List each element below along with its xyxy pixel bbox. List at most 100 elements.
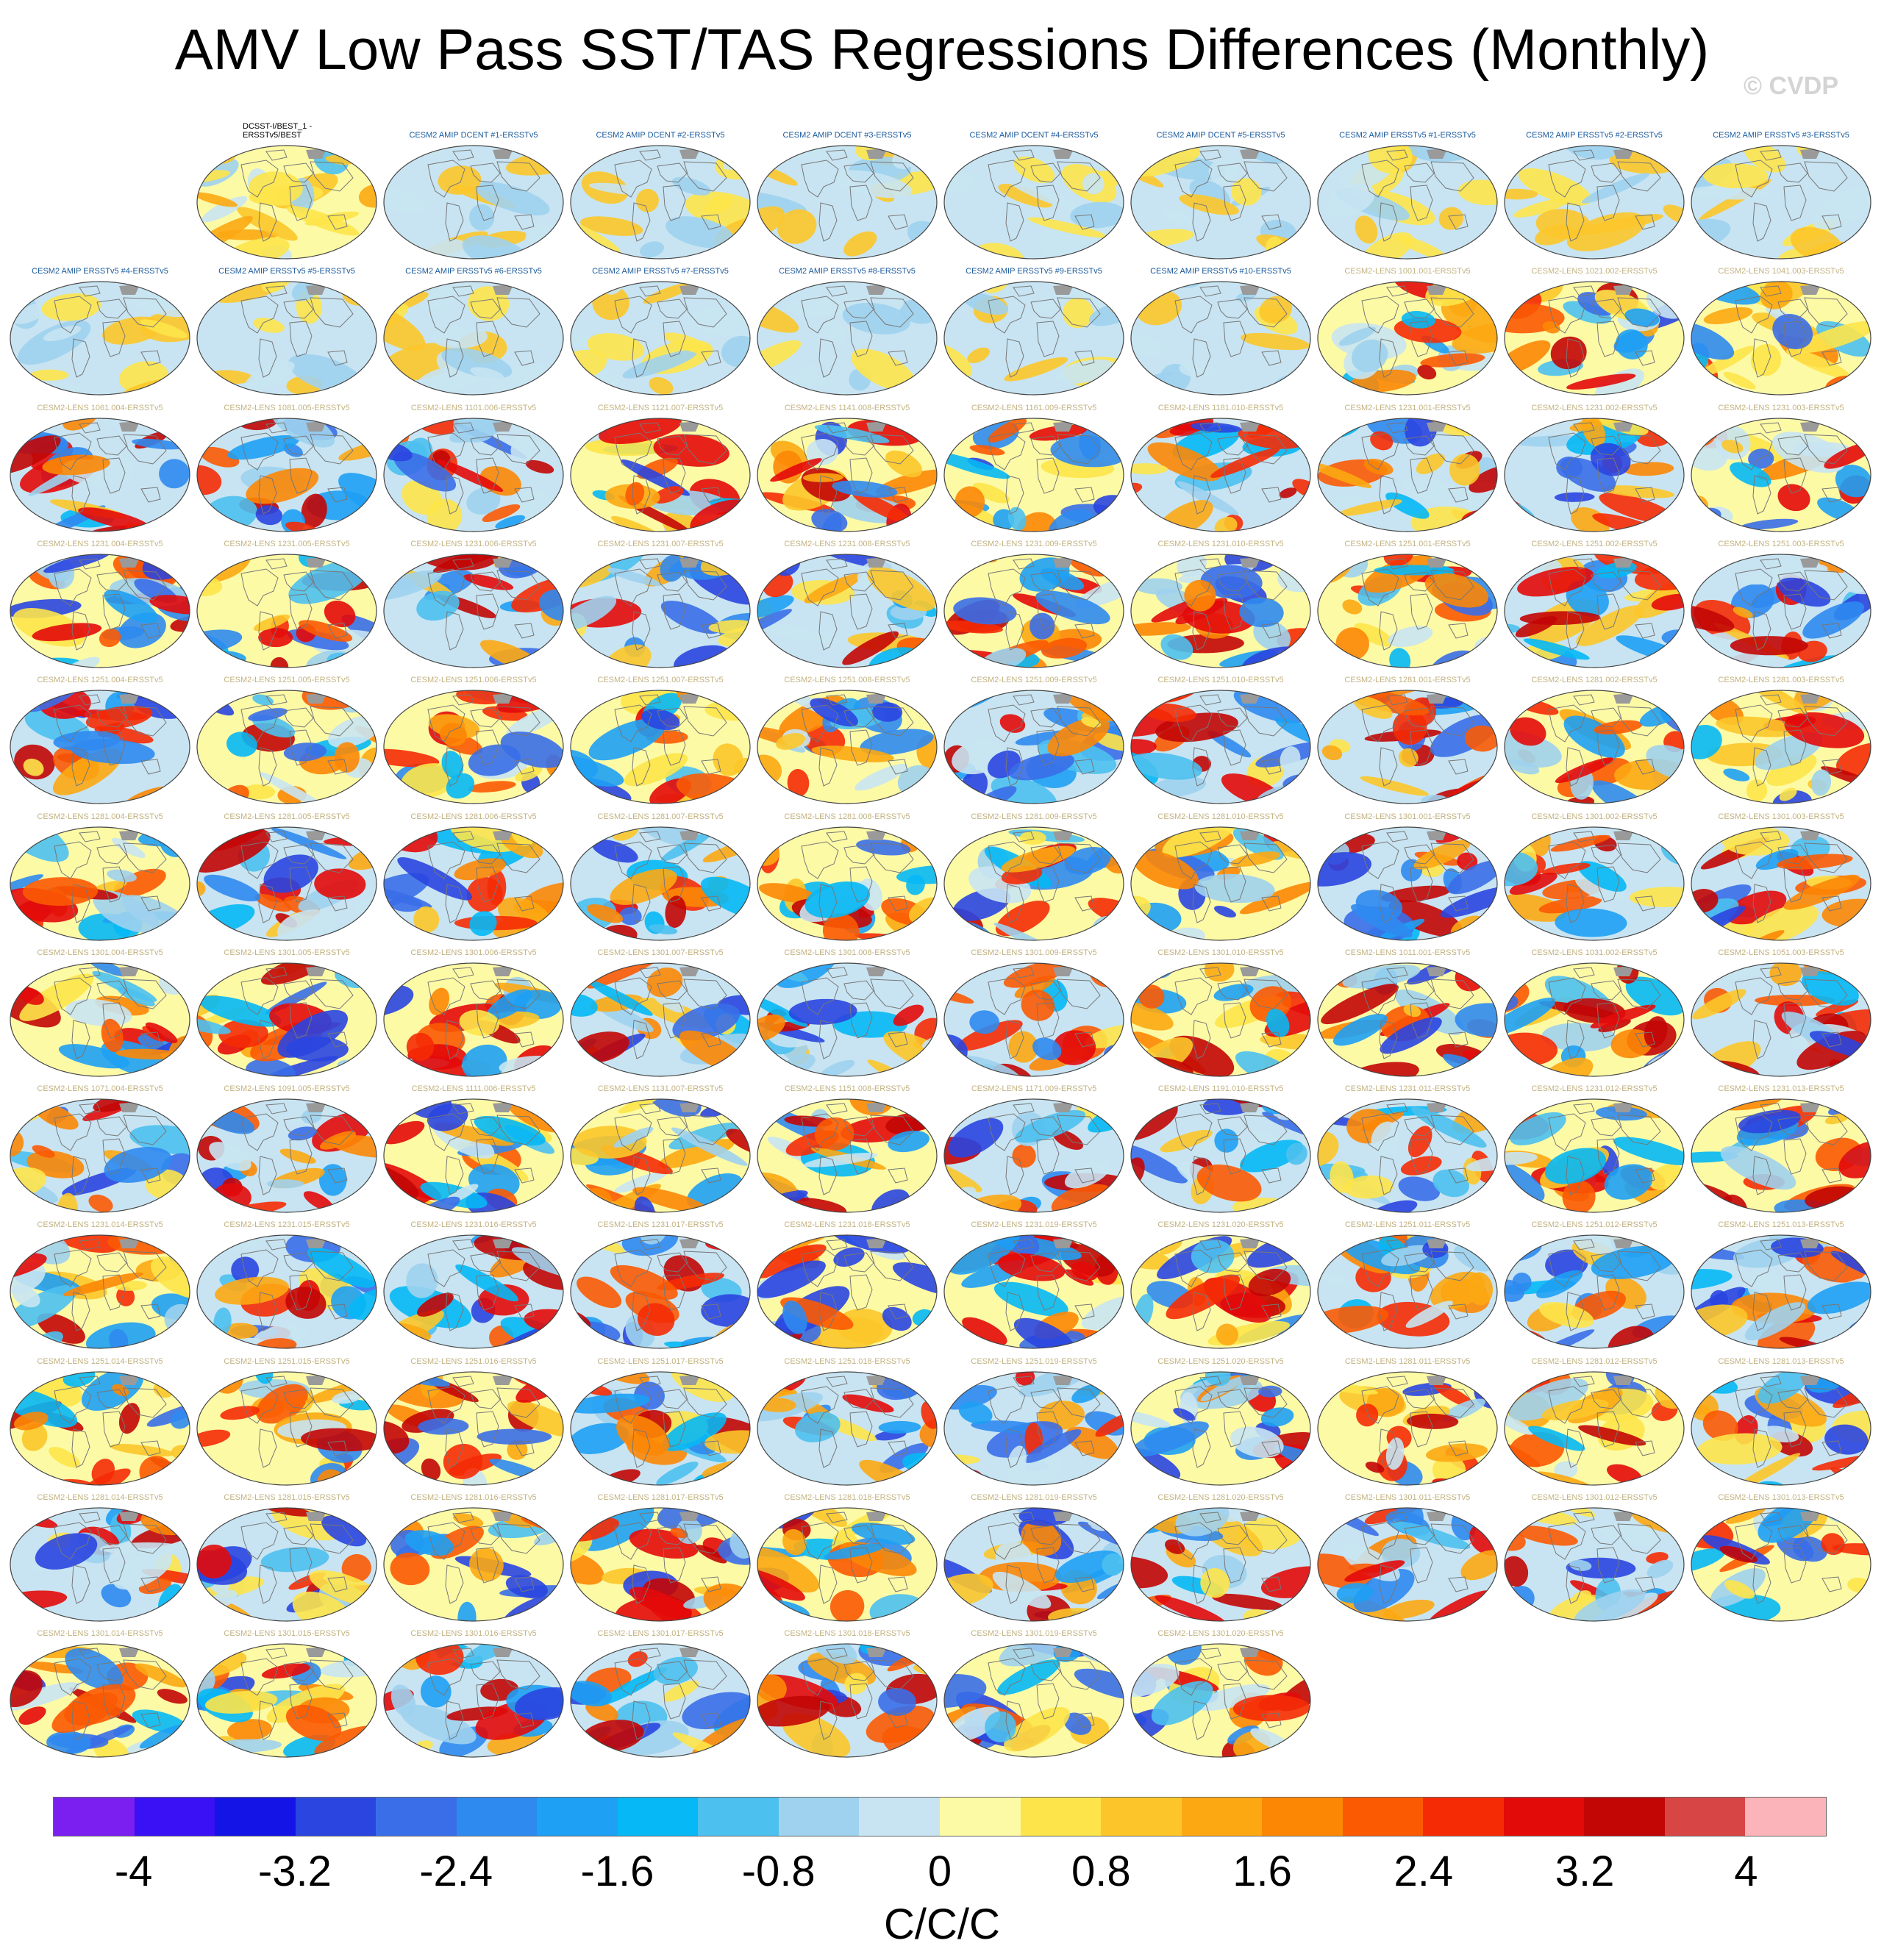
map-panel: CESM2-LENS 1231.018-ERSSTv5 (756, 1220, 938, 1353)
panel-label: CESM2-LENS 1301.015-ERSSTv5 (224, 1629, 350, 1639)
map-panel: CESM2-LENS 1251.012-ERSSTv5 (1503, 1220, 1685, 1353)
cvdp-watermark: © CVDP (1744, 72, 1838, 100)
regression-map (383, 145, 564, 260)
map-panel: CESM2-LENS 1021.002-ERSSTv5 (1503, 267, 1685, 399)
regression-map (1130, 1234, 1311, 1349)
panel-label: CESM2 AMIP ERSSTv5 #10-ERSSTv5 (1150, 267, 1291, 276)
colorbar-swatch (54, 1798, 135, 1836)
map-panel: CESM2-LENS 1251.002-ERSSTv5 (1503, 540, 1685, 672)
regression-map (757, 1507, 938, 1622)
map-panel: CESM2-LENS 1231.019-ERSSTv5 (943, 1220, 1125, 1353)
regression-map (570, 1098, 751, 1213)
regression-map (1691, 1098, 1871, 1213)
panel-label: CESM2-LENS 1301.009-ERSSTv5 (971, 948, 1097, 957)
map-panel: CESM2 AMIP DCENT #3-ERSSTv5 (756, 131, 938, 263)
panel-label: CESM2-LENS 1251.019-ERSSTv5 (971, 1356, 1097, 1366)
panel-label: CESM2-LENS 1081.005-ERSSTv5 (224, 403, 350, 412)
map-panel: CESM2-LENS 1281.001-ERSSTv5 (1316, 676, 1499, 808)
panel-label: CESM2-LENS 1231.019-ERSSTv5 (971, 1220, 1097, 1230)
regression-map (1504, 1371, 1685, 1486)
colorbar-units: C/C/C (884, 1900, 1000, 1948)
map-panel: CESM2-LENS 1281.018-ERSSTv5 (756, 1493, 938, 1625)
panel-label: CESM2 AMIP ERSSTv5 #1-ERSSTv5 (1339, 131, 1476, 140)
regression-map (196, 1371, 377, 1486)
regression-map (943, 690, 1124, 804)
panel-label: CESM2-LENS 1041.003-ERSSTv5 (1718, 267, 1844, 276)
map-panel: CESM2-LENS 1231.011-ERSSTv5 (1316, 1084, 1499, 1217)
map-panel: CESM2-LENS 1301.008-ERSSTv5 (756, 948, 938, 1081)
regression-map (943, 1507, 1124, 1622)
panel-label: CESM2-LENS 1281.002-ERSSTv5 (1531, 676, 1658, 685)
regression-map (196, 1098, 377, 1213)
panel-label: CESM2-LENS 1231.013-ERSSTv5 (1718, 1084, 1844, 1094)
panel-label: CESM2 AMIP ERSSTv5 #8-ERSSTv5 (779, 267, 916, 276)
regression-map (570, 690, 751, 804)
map-panel: CESM2-LENS 1231.003-ERSSTv5 (1690, 404, 1872, 536)
colorbar-swatch (940, 1798, 1021, 1836)
panel-label: CESM2-LENS 1171.009-ERSSTv5 (971, 1084, 1097, 1094)
regression-map (10, 962, 190, 1077)
colorbar-tick-label: -0.8 (741, 1848, 816, 1895)
regression-map (1317, 554, 1498, 668)
panel-label: CESM2-LENS 1251.015-ERSSTv5 (224, 1356, 350, 1366)
map-panel: CESM2-LENS 1231.020-ERSSTv5 (1130, 1220, 1312, 1353)
panel-label: CESM2-LENS 1301.018-ERSSTv5 (784, 1629, 910, 1639)
regression-map (1317, 690, 1498, 804)
map-panel: CESM2-LENS 1301.017-ERSSTv5 (569, 1629, 752, 1762)
regression-map (383, 417, 564, 532)
map-panel: CESM2 AMIP ERSSTv5 #8-ERSSTv5 (756, 267, 938, 399)
regression-map (1317, 1234, 1498, 1349)
map-panel: CESM2-LENS 1301.010-ERSSTv5 (1130, 948, 1312, 1081)
regression-map (383, 1371, 564, 1486)
map-panel: CESM2-LENS 1251.009-ERSSTv5 (943, 676, 1125, 808)
regression-map (196, 1643, 377, 1758)
map-panel: CESM2-LENS 1251.008-ERSSTv5 (756, 676, 938, 808)
colorbar-swatch (1181, 1798, 1263, 1836)
map-panel: CESM2-LENS 1281.019-ERSSTv5 (943, 1493, 1125, 1625)
panel-label: CESM2-LENS 1281.011-ERSSTv5 (1344, 1356, 1471, 1366)
regression-map (1504, 1507, 1685, 1622)
map-panel: CESM2-LENS 1251.016-ERSSTv5 (382, 1357, 565, 1489)
panel-label: CESM2-LENS 1231.004-ERSSTv5 (37, 539, 163, 548)
regression-map (1691, 417, 1871, 532)
colorbar-swatch (537, 1798, 618, 1836)
colorbar-tick-label: 2.4 (1394, 1848, 1454, 1895)
panel-label: CESM2-LENS 1281.010-ERSSTv5 (1157, 812, 1284, 821)
regression-map (943, 281, 1124, 396)
regression-map (383, 690, 564, 804)
map-panel: CESM2-LENS 1181.010-ERSSTv5 (1130, 404, 1312, 536)
map-panel: CESM2 AMIP ERSSTv5 #4-ERSSTv5 (9, 267, 191, 399)
map-panel: CESM2-LENS 1231.015-ERSSTv5 (196, 1220, 378, 1353)
regression-map (1504, 826, 1685, 941)
map-panel: CESM2-LENS 1171.009-ERSSTv5 (943, 1084, 1125, 1217)
colorbar-swatch (778, 1798, 860, 1836)
panel-label: CESM2-LENS 1301.010-ERSSTv5 (1157, 948, 1284, 957)
regression-map (1317, 1371, 1498, 1486)
map-panel: CESM2-LENS 1121.007-ERSSTv5 (569, 404, 752, 536)
panel-label: CESM2-LENS 1301.007-ERSSTv5 (597, 948, 724, 957)
panel-label: CESM2-LENS 1281.003-ERSSTv5 (1718, 676, 1844, 685)
panel-label: CESM2 AMIP ERSSTv5 #5-ERSSTv5 (218, 267, 355, 276)
panel-label: CESM2-LENS 1251.001-ERSSTv5 (1344, 539, 1471, 548)
panel-label: CESM2-LENS 1231.015-ERSSTv5 (224, 1220, 350, 1230)
regression-map (196, 554, 377, 668)
panel-label: CESM2-LENS 1301.008-ERSSTv5 (784, 948, 910, 957)
regression-map (196, 690, 377, 804)
panel-label: CESM2-LENS 1251.013-ERSSTv5 (1718, 1220, 1844, 1230)
map-panel: CESM2-LENS 1231.014-ERSSTv5 (9, 1220, 191, 1353)
panel-label: CESM2-LENS 1111.006-ERSSTv5 (411, 1084, 536, 1094)
panel-label: CESM2-LENS 1281.008-ERSSTv5 (784, 812, 910, 821)
colorbar-swatch (1262, 1798, 1343, 1836)
map-panel: CESM2 AMIP DCENT #2-ERSSTv5 (569, 131, 752, 263)
panel-label: CESM2-LENS 1281.006-ERSSTv5 (410, 812, 537, 821)
panel-label: CESM2-LENS 1281.020-ERSSTv5 (1157, 1493, 1284, 1502)
map-panel: CESM2-LENS 1251.011-ERSSTv5 (1316, 1220, 1499, 1353)
panel-label: CESM2-LENS 1281.014-ERSSTv5 (37, 1493, 163, 1502)
regression-map (757, 1098, 938, 1213)
panel-label: CESM2-LENS 1281.013-ERSSTv5 (1718, 1356, 1844, 1366)
panel-label: CESM2-LENS 1301.006-ERSSTv5 (410, 948, 537, 957)
panel-label: CESM2-LENS 1281.017-ERSSTv5 (597, 1493, 724, 1502)
panel-label: CESM2-LENS 1281.004-ERSSTv5 (37, 812, 163, 821)
map-panel: CESM2-LENS 1191.010-ERSSTv5 (1130, 1084, 1312, 1217)
regression-map (1317, 962, 1498, 1077)
